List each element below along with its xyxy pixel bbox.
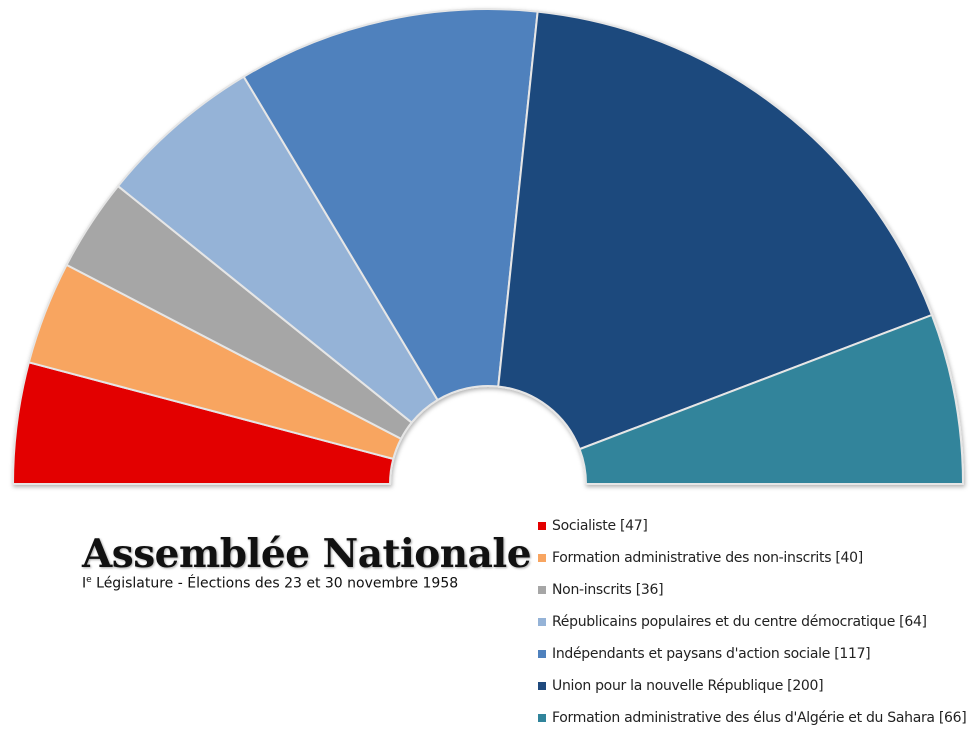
legend-item-union-nouvelle-republique: Union pour la nouvelle République [200] [538,670,966,702]
legend: Socialiste [47] Formation administrative… [538,510,967,734]
chart-title: Assemblée Nationale [82,531,532,577]
legend-label: Formation administrative des élus d'Algé… [552,710,967,726]
legend-swatch [538,586,546,594]
legend-label: Non-inscrits [36] [552,582,664,598]
legend-swatch [538,554,546,562]
legend-swatch [538,618,546,626]
slice-r-publicains-populaires-et-du-centre-d-mocratique [116,75,439,424]
subtitle-sup: e [86,575,92,585]
legend-label: Républicains populaires et du centre dém… [552,614,927,630]
legend-item-independants-paysans: Indépendants et paysans d'action sociale… [538,638,966,670]
hemicycle-chart [11,8,965,485]
subtitle-prefix: I [82,575,87,592]
legend-label: Indépendants et paysans d'action sociale… [552,646,871,662]
legend-swatch [538,682,546,690]
legend-item-elus-algerie-sahara: Formation administrative des élus d'Algé… [538,702,967,734]
legend-label: Formation administrative des non-inscrit… [552,550,863,566]
legend-item-formation-non-inscrits: Formation administrative des non-inscrit… [538,542,966,574]
chart-subtitle: Ie Législature - Élections des 23 et 30 … [82,575,531,592]
slice-union-pour-la-nouvelle-r-publique [497,10,934,451]
legend-item-republicains-populaires: Républicains populaires et du centre dém… [538,606,966,638]
slice-formation-administrative-des-lus-d-alg-rie-et-du-sahara [578,313,965,485]
title-block: Assemblée Nationale Ie Législature - Éle… [82,531,532,592]
legend-swatch [538,522,546,530]
legend-item-non-inscrits: Non-inscrits [36] [538,574,966,606]
subtitle-rest: Législature - Élections des 23 et 30 nov… [91,575,459,592]
legend-item-socialiste: Socialiste [47] [538,510,966,542]
legend-swatch [538,650,546,658]
legend-label: Socialiste [47] [552,518,648,534]
legend-label: Union pour la nouvelle République [200] [552,678,824,694]
legend-swatch [538,714,546,722]
slice-ind-pendants-et-paysans-d-action-sociale [242,8,539,402]
